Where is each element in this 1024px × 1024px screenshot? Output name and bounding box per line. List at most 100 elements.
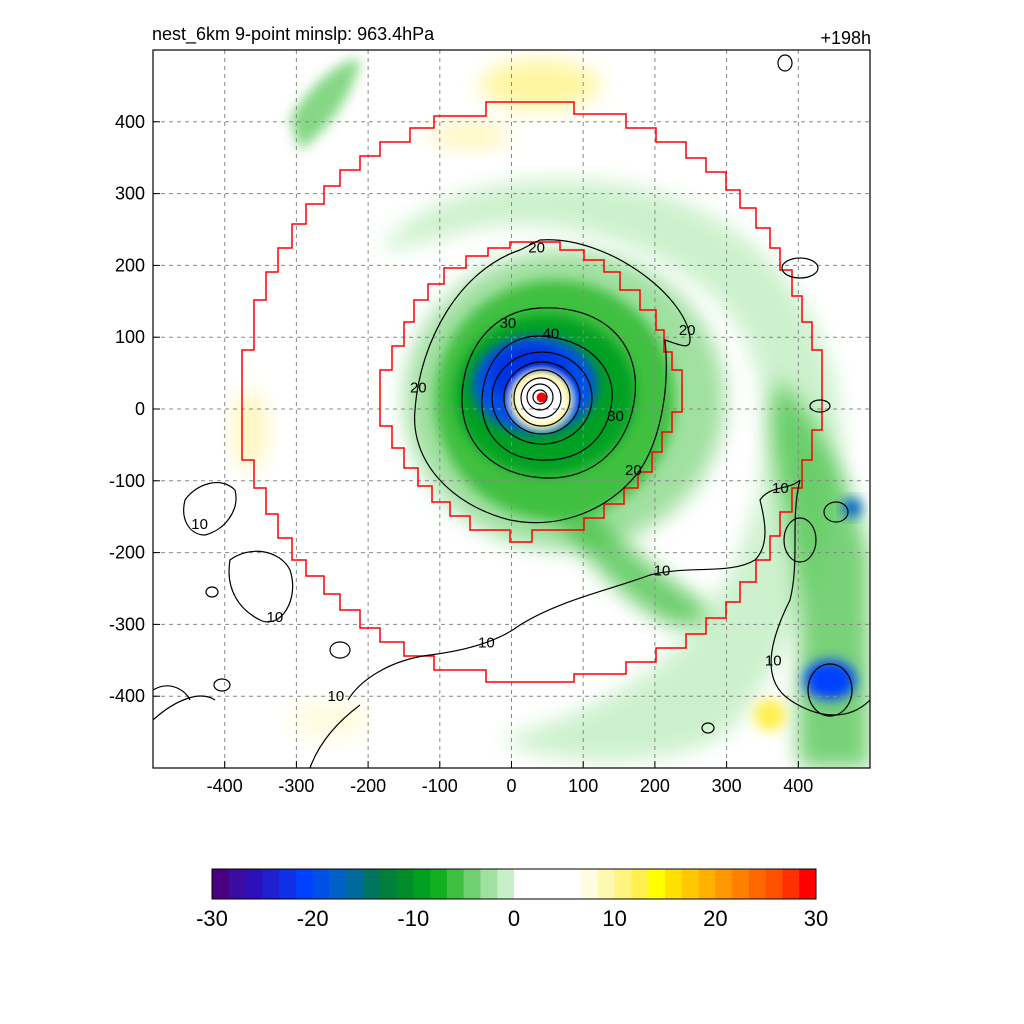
colorbar-tick-label-0: -30 (196, 906, 228, 931)
contour-blob-6 (783, 517, 817, 563)
x-tick-label-4: 0 (506, 776, 516, 796)
colorbar-swatch-2 (245, 869, 263, 899)
colorbar-swatch-1 (228, 869, 247, 899)
south-green-streak (545, 480, 708, 627)
y-tick-label-1: 300 (115, 184, 145, 204)
contour-blob-4 (213, 678, 231, 692)
colorbar-swatch-13 (430, 869, 448, 899)
y-tick-label-8: -400 (109, 686, 145, 706)
colorbar-swatch-7 (329, 869, 347, 899)
colorbar-swatch-10 (379, 869, 398, 899)
x-tick-label-3: -100 (422, 776, 458, 796)
contour-label-2: 40 (543, 326, 560, 343)
contour-60 (503, 361, 581, 435)
colorbar-swatch-33 (765, 869, 783, 899)
colorbar-swatch-21 (564, 869, 582, 899)
contour-core-3 (526, 383, 554, 411)
contour-30 (461, 307, 636, 479)
colorbar-frame (211, 868, 817, 900)
colorbar-swatch-24 (614, 869, 632, 899)
colorbar-swatch-17 (497, 869, 515, 899)
x-tick-label-0: -400 (207, 776, 243, 796)
west-yellow-patch (232, 390, 268, 470)
colorbar-swatch-34 (782, 869, 800, 899)
colorbar-swatch-14 (446, 869, 465, 899)
nest-boundaries (241, 101, 823, 683)
contour-label-7: 10 (654, 563, 671, 580)
y-tick-label-3: 100 (115, 327, 145, 347)
contour-core-4 (532, 389, 548, 405)
x-tick-label-2: -200 (350, 776, 386, 796)
contour-label-3: 20 (410, 379, 427, 396)
contour-label-10: 10 (478, 634, 495, 651)
x-tick-label-5: 100 (568, 776, 598, 796)
colorbar-tick-label-4: 10 (602, 906, 626, 931)
colorbar-swatch-3 (262, 869, 280, 899)
contour-blob-3 (809, 399, 831, 413)
colorbar-swatch-31 (732, 869, 750, 899)
y-tick-label-2: 200 (115, 255, 145, 275)
y-tick-label-7: -300 (109, 614, 145, 634)
contour-20 (414, 239, 691, 524)
colorbar-swatch-5 (295, 869, 314, 899)
contour-labels: 20 30 40 20 30 20 20 10 10 10 10 10 10 10 (191, 239, 789, 705)
north-yellow-patch-2 (430, 121, 510, 149)
colorbar-swatch-4 (279, 869, 297, 899)
contour-label-13: 10 (191, 516, 208, 533)
contour-10-east (770, 479, 870, 716)
colorbar-swatch-22 (581, 869, 599, 899)
forecast-hour-label: +198h (820, 28, 871, 48)
contour-40 (481, 335, 613, 461)
contour-label-4: 30 (607, 408, 624, 425)
contour-label-9: 10 (765, 652, 782, 669)
colorbar-swatch-29 (698, 869, 716, 899)
storm-center-marker (536, 392, 547, 403)
contour-blob-2 (781, 257, 819, 279)
colorbar-swatch-23 (597, 869, 616, 899)
colorbar: -30 -20 -10 0 10 20 30 (196, 868, 828, 931)
colorbar-swatch-12 (413, 869, 431, 899)
colorbar-swatch-26 (648, 869, 666, 899)
colorbar-swatch-0 (212, 869, 230, 899)
contour-label-0: 20 (528, 239, 545, 256)
colorbar-swatch-25 (631, 869, 649, 899)
contour-50 (491, 351, 593, 445)
colorbar-tick-label-6: 30 (804, 906, 828, 931)
x-axis: -400 -300 -200 -100 0 100 200 300 400 (207, 761, 813, 796)
x-tick-label-7: 300 (712, 776, 742, 796)
y-tick-label-4: 0 (135, 399, 145, 419)
contour-blob-1 (777, 54, 793, 72)
plot-area: 20 30 40 20 30 20 20 10 10 10 10 10 10 10 -400 -300 -20… (109, 49, 871, 796)
contour-10-lower-left (228, 550, 294, 623)
contour-label-8: 10 (772, 480, 789, 497)
colorbar-swatch-18 (514, 869, 532, 899)
contour-10-southwest (153, 685, 216, 721)
chart-title: nest_6km 9-point minslp: 963.4hPa (152, 24, 435, 45)
y-tick-label-6: -200 (109, 543, 145, 563)
contour-blob-5 (329, 641, 351, 659)
northwest-band (290, 59, 360, 151)
x-tick-label-8: 400 (783, 776, 813, 796)
colorbar-swatch-16 (480, 869, 498, 899)
contour-label-6: 20 (625, 462, 642, 479)
colorbar-tick-label-2: -10 (397, 906, 429, 931)
colorbar-swatches (212, 869, 817, 899)
y-axis: 400 300 200 100 0 -100 -200 -300 -400 (109, 112, 160, 706)
contours (153, 54, 870, 768)
contour-blob-10 (205, 586, 219, 598)
contour-core-1 (513, 369, 571, 427)
contour-10-far-south (309, 704, 361, 768)
east-blue-cell (804, 660, 856, 700)
contour-10-south (347, 479, 801, 701)
southwest-yellow-patch (290, 700, 370, 740)
colorbar-swatch-9 (363, 869, 381, 899)
colorbar-swatch-11 (396, 869, 414, 899)
colorbar-swatch-32 (748, 869, 767, 899)
colorbar-swatch-35 (799, 869, 817, 899)
contour-blob-9 (701, 722, 715, 734)
colorbar-swatch-28 (681, 869, 700, 899)
contour-label-12: 10 (327, 688, 344, 705)
colorbar-swatch-6 (312, 869, 330, 899)
colorbar-swatch-19 (530, 869, 549, 899)
x-tick-label-1: -300 (278, 776, 314, 796)
